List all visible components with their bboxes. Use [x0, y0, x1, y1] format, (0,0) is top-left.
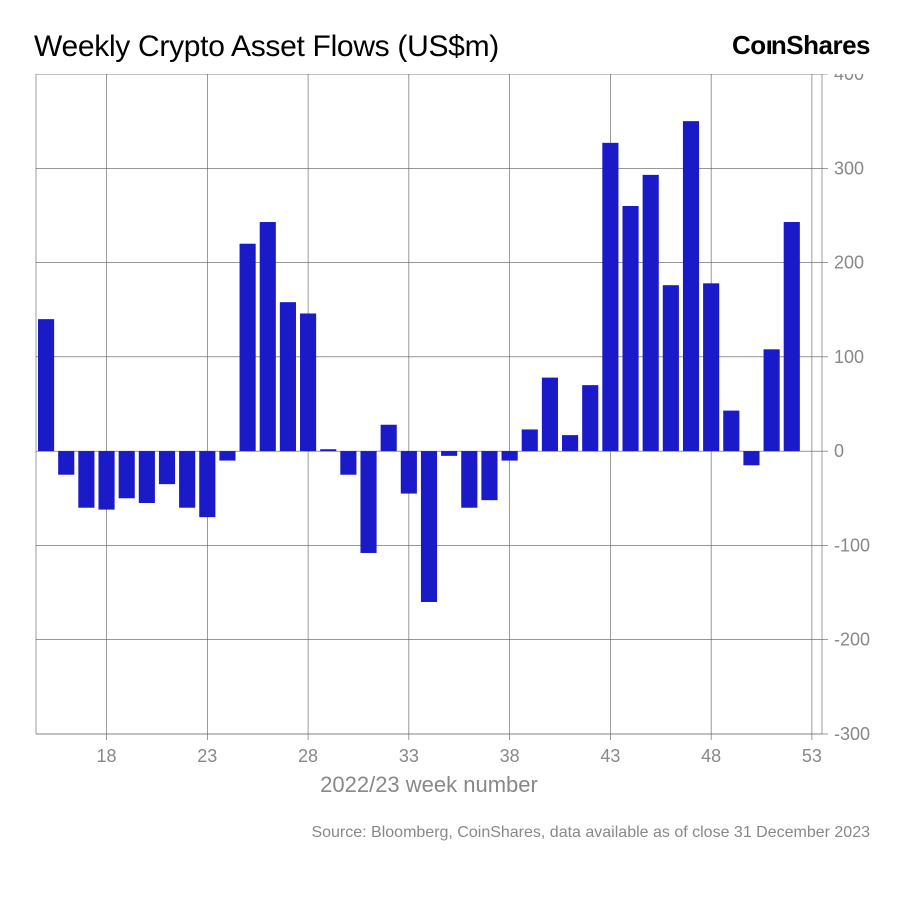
y-tick-label: 200: [834, 253, 864, 273]
bar-week-26: [260, 222, 276, 451]
bar-week-46: [663, 285, 679, 451]
bar-week-15: [38, 319, 54, 451]
bar-week-30: [340, 451, 356, 475]
bar-chart-svg: -300 -200 -100 0 100 200 300 400 18 23 28 33 38 43 48 5…: [34, 74, 870, 814]
bar-week-47: [683, 121, 699, 451]
bar-week-49: [723, 411, 739, 452]
bar-week-44: [622, 206, 638, 451]
x-tick-label: 48: [701, 746, 721, 766]
bar-week-43: [602, 143, 618, 451]
bar-week-25: [240, 244, 256, 451]
bar-week-42: [582, 385, 598, 451]
y-tick-label: 100: [834, 347, 864, 367]
x-tick-label: 18: [97, 746, 117, 766]
bar-week-29: [320, 449, 336, 451]
chart-title: Weekly Crypto Asset Flows (US$m): [34, 30, 499, 64]
bar-week-39: [522, 429, 538, 451]
y-tick-label: 400: [834, 74, 864, 84]
bar-week-33: [401, 451, 417, 493]
chart-source-note: Source: Bloomberg, CoinShares, data avai…: [34, 824, 870, 842]
bar-week-20: [139, 451, 155, 503]
x-tick-label: 43: [600, 746, 620, 766]
y-tick-label: -300: [834, 724, 870, 744]
bar-week-28: [300, 313, 316, 451]
bar-week-18: [98, 451, 114, 509]
bar-week-40: [542, 378, 558, 452]
bar-week-31: [360, 451, 376, 553]
y-tick-label: 300: [834, 158, 864, 178]
bar-week-48: [703, 283, 719, 451]
chart-header: Weekly Crypto Asset Flows (US$m) CoınSha…: [34, 30, 870, 64]
bar-week-35: [441, 451, 457, 456]
bar-week-17: [78, 451, 94, 508]
bar-week-19: [119, 451, 135, 498]
x-tick-label: 33: [399, 746, 419, 766]
bar-week-51: [764, 349, 780, 451]
bar-week-38: [502, 451, 518, 460]
bar-week-22: [179, 451, 195, 508]
bar-week-45: [643, 175, 659, 451]
bar-week-41: [562, 435, 578, 451]
y-tick-label: -100: [834, 535, 870, 555]
x-tick-label: 23: [197, 746, 217, 766]
bar-week-50: [743, 451, 759, 465]
bar-week-23: [199, 451, 215, 517]
chart-page: Weekly Crypto Asset Flows (US$m) CoınSha…: [0, 0, 904, 908]
brand-logo: CoınShares: [732, 30, 870, 61]
bar-week-52: [784, 222, 800, 451]
y-tick-label: 0: [834, 441, 844, 461]
bar-week-21: [159, 451, 175, 484]
bar-week-37: [481, 451, 497, 500]
bar-week-36: [461, 451, 477, 508]
x-axis-label: 2022/23 week number: [320, 772, 538, 797]
chart-area: -300 -200 -100 0 100 200 300 400 18 23 28 33 38 43 48 5…: [34, 74, 870, 814]
x-tick-label: 28: [298, 746, 318, 766]
x-tick-label: 38: [500, 746, 520, 766]
bar-week-24: [219, 451, 235, 460]
x-tick-label: 53: [802, 746, 822, 766]
bar-week-16: [58, 451, 74, 475]
y-tick-label: -200: [834, 630, 870, 650]
bar-week-34: [421, 451, 437, 602]
bar-week-32: [381, 425, 397, 451]
bar-week-27: [280, 302, 296, 451]
